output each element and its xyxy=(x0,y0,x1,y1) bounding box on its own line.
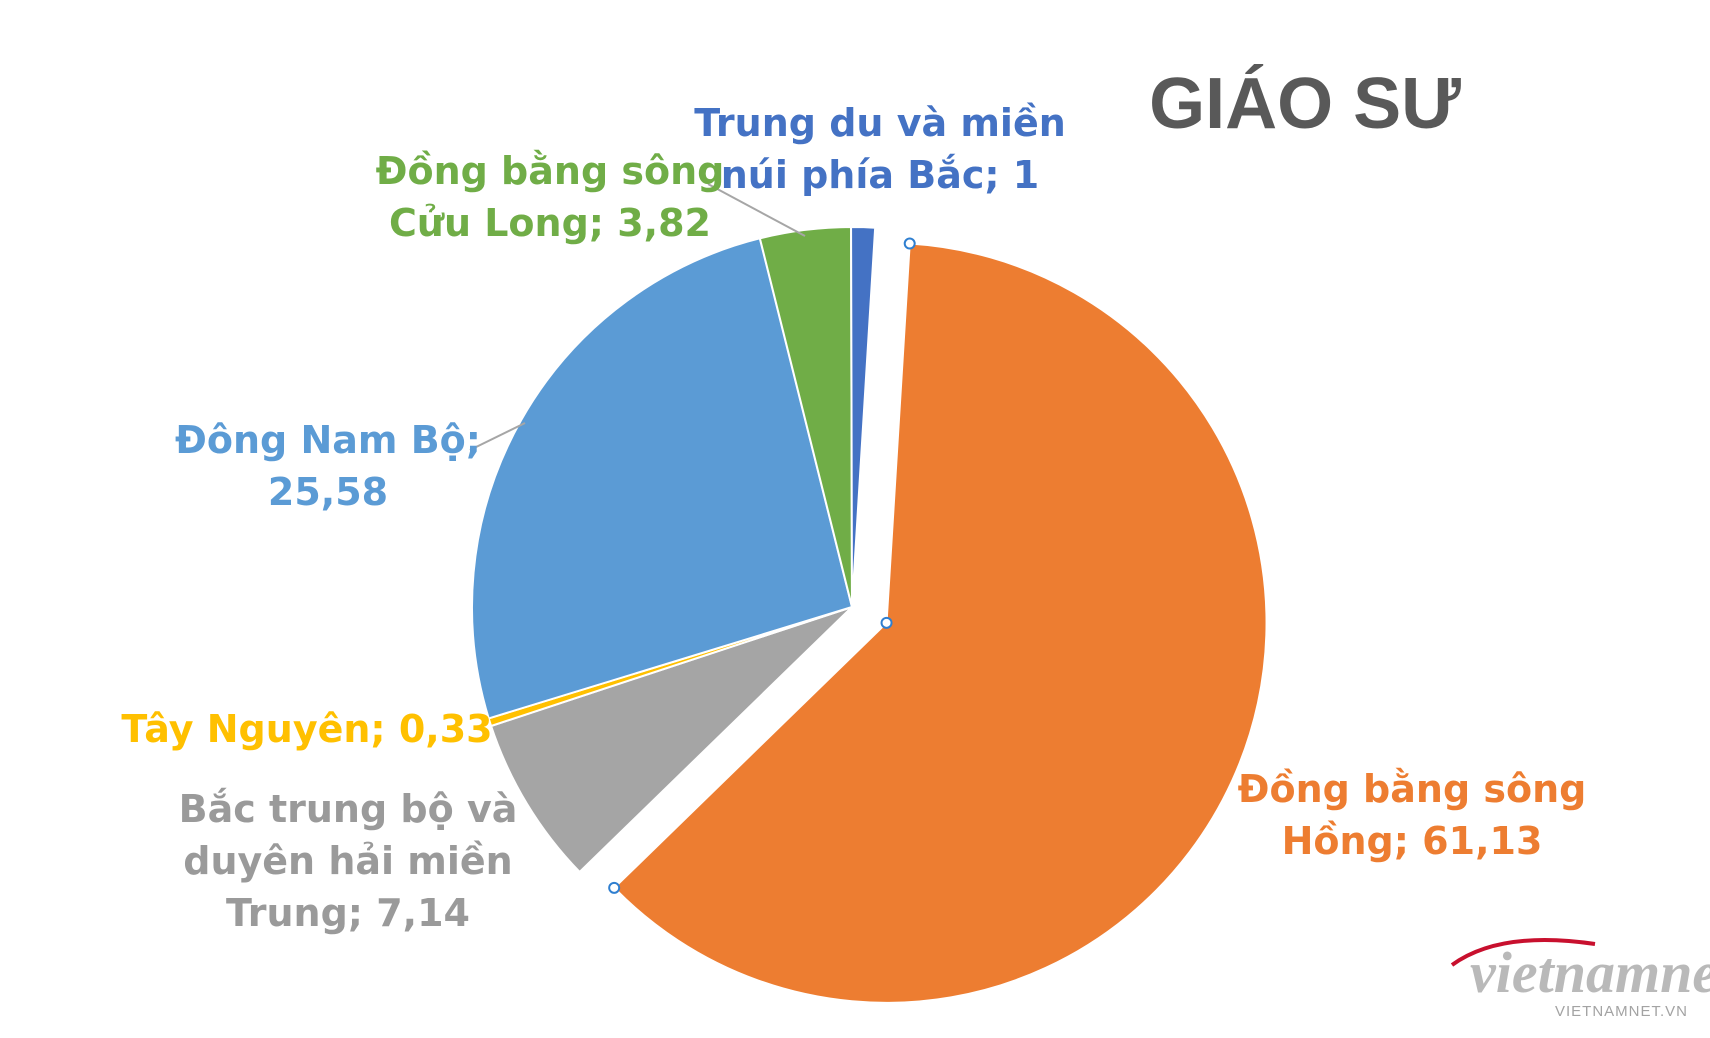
pie-slices xyxy=(471,225,1268,1004)
slice-trung-du-va-mien xyxy=(850,226,877,608)
selection-handle xyxy=(880,616,893,629)
data-label-dong-bang-song: Đồng bằng sông Hồng; 61,13 xyxy=(1238,767,1587,863)
data-label-trung-du-va-mien: Trung du và miền núi phía Bắc; 1 xyxy=(694,101,1066,197)
data-label-dong-nam-bo: Đông Nam Bộ; 25,58 xyxy=(175,418,481,514)
data-labels: Đồng bằng sông Hồng; 61,13 Bắc trung bộ và… xyxy=(121,101,1586,935)
slice-bac-trung-bo-va xyxy=(489,606,853,874)
selection-handle xyxy=(903,237,916,250)
watermark-url: VIETNAMNET.VN xyxy=(1555,1003,1688,1020)
slice-dong-bang-song xyxy=(612,242,1268,1004)
leader-line xyxy=(469,422,526,451)
data-label-tay-nguyen-0-33: Tây Nguyên; 0,33 xyxy=(121,707,492,751)
vietnamnet-watermark: vietnamnet VIETNAMNET.VN xyxy=(1450,938,1710,1020)
slice-dong-nam-bo xyxy=(471,237,854,720)
data-label-bac-trung-bo-va: Bắc trung bộ và duyên hải miền Trung; 7,14 xyxy=(179,787,518,935)
leader-line xyxy=(707,183,806,237)
selection-handles xyxy=(608,237,916,894)
leader-lines xyxy=(469,183,806,451)
watermark-swoosh-icon xyxy=(1450,938,1596,967)
chart-title: GIÁO SƯ xyxy=(1149,64,1461,144)
watermark-brand: vietnamnet xyxy=(1470,940,1710,1005)
data-label-dong-bang-song: Đồng bằng sông Cửu Long; 3,82 xyxy=(376,149,725,245)
selection-handle xyxy=(608,881,621,894)
